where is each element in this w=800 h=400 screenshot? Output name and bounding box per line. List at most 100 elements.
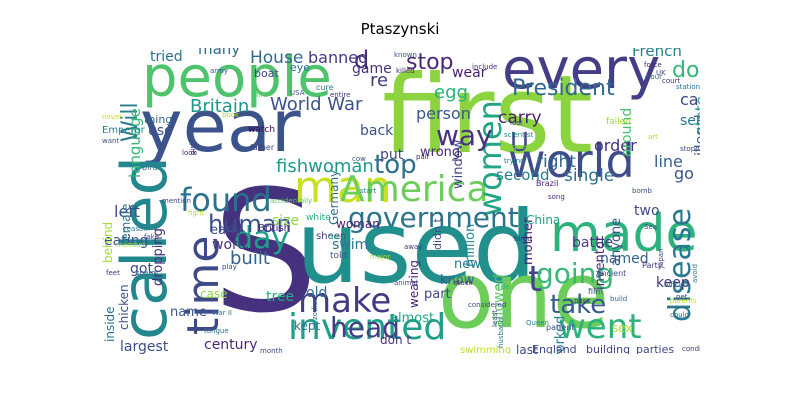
cloud-word: sent	[680, 113, 700, 129]
cloud-word: major	[370, 253, 391, 261]
cloud-word: battle	[572, 235, 613, 251]
cloud-word: name	[170, 305, 207, 320]
cloud-word: head	[330, 311, 400, 344]
cloud-word: sperm	[136, 269, 158, 277]
cloud-word: last	[516, 343, 538, 354]
cloud-word: century	[204, 337, 258, 353]
cloud-word: boat	[254, 67, 279, 80]
cloud-word: least	[491, 309, 499, 327]
cloud-word: make	[298, 281, 392, 321]
cloud-word: word	[212, 237, 247, 253]
cloud-word: inventor	[593, 235, 608, 291]
cloud-word: bird	[142, 163, 158, 172]
cloud-word: put	[380, 147, 404, 163]
cloud-word: know	[440, 273, 475, 288]
cloud-word: stop	[406, 50, 454, 75]
cloud-word: start	[360, 187, 377, 195]
cloud-word: stuck	[454, 279, 473, 287]
cloud-word: U	[510, 128, 530, 158]
cloud-word: parties	[636, 343, 675, 354]
cloud-word: every	[502, 48, 661, 102]
cloud-word: bomb	[632, 187, 652, 195]
cloud-word: sex	[612, 321, 633, 335]
cloud-word: avoid	[691, 263, 699, 284]
cloud-word: could	[670, 311, 689, 319]
cloud-word: car	[680, 90, 700, 109]
cloud-word: found	[180, 181, 272, 219]
cloud-word: condition	[682, 345, 700, 353]
cloud-word: inside	[103, 305, 117, 342]
cloud-word: went	[558, 307, 642, 347]
cloud-word: take	[550, 290, 607, 320]
cloud-word: Britain	[190, 96, 250, 117]
cloud-word: official	[664, 281, 688, 289]
cloud-word: dog	[672, 58, 700, 83]
cloud-word: person	[416, 104, 471, 123]
cloud-word: hour	[646, 73, 663, 81]
cloud-word: first	[382, 53, 594, 178]
cloud-word: way	[436, 119, 493, 152]
cloud-word: back	[360, 123, 394, 139]
cloud-word: human	[208, 210, 292, 238]
cloud-word: t	[528, 259, 543, 300]
cloud-word: animal	[394, 279, 418, 287]
cloud-word: keep	[656, 275, 690, 291]
cloud-word: cow	[352, 155, 366, 163]
cloud-word: husband	[497, 317, 505, 349]
cloud-word: eating	[104, 233, 149, 249]
cloud-word: want	[102, 137, 120, 145]
cloud-word: sheep	[316, 231, 347, 242]
cloud-word: one	[438, 242, 610, 349]
cloud-word: ride	[496, 283, 510, 291]
cloud-word: world	[508, 134, 635, 188]
cloud-word: month	[260, 347, 283, 355]
cloud-word: Ancient	[596, 269, 627, 278]
cloud-word: almost	[390, 311, 435, 326]
cloud-word: going	[536, 257, 615, 290]
cloud-word: used	[296, 189, 537, 306]
cloud-word: pair	[416, 153, 430, 161]
cloud-word: failed	[606, 117, 631, 127]
cloud-word: around	[619, 107, 635, 158]
cloud-word: wear	[452, 65, 487, 81]
cloud-word: fight	[188, 209, 205, 217]
cloud-word: people	[142, 48, 332, 110]
cloud-word: S	[212, 154, 319, 350]
cloud-word: chicken	[117, 283, 131, 330]
cloud-word: d	[354, 48, 370, 74]
cloud-word: patient	[546, 323, 575, 332]
cloud-word: force	[644, 61, 662, 69]
cloud-word: banned	[308, 48, 369, 67]
cloud-word: look	[182, 149, 197, 157]
cloud-word: art	[648, 133, 658, 141]
cloud-word: told	[330, 251, 348, 261]
cloud-word: go	[674, 164, 694, 183]
cloud-word: song	[548, 193, 565, 201]
cloud-word: Great	[328, 233, 348, 241]
cloud-word: fake	[144, 233, 159, 241]
cloud-word: right	[536, 152, 576, 172]
cloud-word: World War	[270, 94, 363, 115]
cloud-word: building	[586, 343, 631, 354]
cloud-word: thing	[144, 113, 173, 126]
cloud-word: tongue	[204, 327, 229, 335]
cloud-word: killed	[396, 67, 415, 75]
cloud-word: feet	[106, 269, 120, 277]
cloud-word: largest	[120, 339, 169, 354]
cloud-word: wrong	[420, 145, 461, 160]
cloud-word: part	[424, 287, 451, 302]
cloud-word: scientist	[504, 131, 534, 139]
cloud-word: Emperor	[102, 125, 145, 136]
cloud-word: pet	[676, 293, 688, 301]
cloud-word: French	[632, 48, 682, 60]
cloud-word: Queen	[526, 319, 549, 327]
cloud-word: woman	[336, 217, 380, 231]
cloud-word: size	[272, 213, 300, 229]
cloud-word: swimming	[460, 345, 512, 355]
cloud-word: mention	[162, 197, 191, 205]
cloud-word: left	[114, 202, 140, 221]
cloud-word: top	[374, 150, 417, 180]
cloud-word: President	[512, 76, 615, 101]
cloud-word: stopped	[680, 145, 700, 153]
